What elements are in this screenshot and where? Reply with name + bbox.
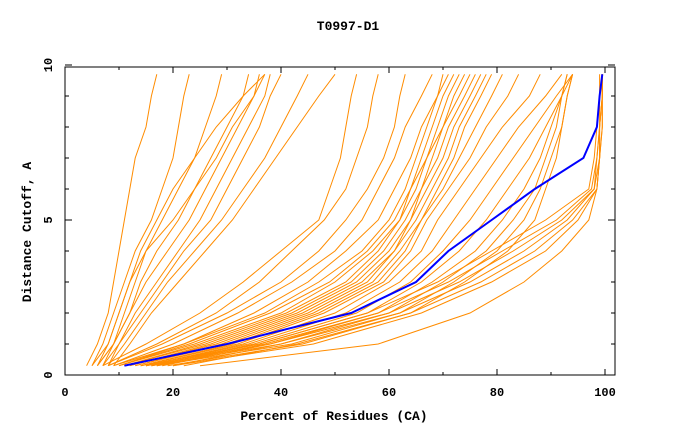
model-curve-21 — [124, 74, 471, 367]
model-curve-37 — [145, 74, 603, 367]
model-curve-14 — [108, 74, 406, 367]
model-curve-27 — [140, 74, 520, 367]
model-curve-9 — [113, 74, 336, 366]
model-curve-30 — [151, 74, 574, 367]
y-tick-label: 0 — [42, 371, 56, 378]
model-curve-20 — [124, 74, 466, 367]
x-tick-label: 40 — [274, 386, 288, 400]
model-curve-42 — [199, 74, 603, 367]
model-curve-1 — [86, 74, 158, 366]
model-curve-22 — [129, 74, 476, 367]
model-curve-12 — [102, 74, 358, 367]
series-lines — [86, 73, 604, 367]
model-curve-8 — [107, 74, 309, 366]
x-tick-label: 0 — [61, 386, 68, 400]
x-tick-label: 100 — [594, 386, 616, 400]
model-curve-15 — [113, 74, 433, 367]
x-tick-label: 80 — [490, 386, 504, 400]
model-curve-23 — [129, 74, 482, 367]
model-curve-10 — [96, 74, 266, 366]
x-axis-label: Percent of Residues (CA) — [240, 409, 427, 424]
y-tick-label: 5 — [42, 216, 56, 223]
model-curve-6 — [102, 74, 271, 366]
tick-labels: 0 20 40 60 80 100 0 5 10 — [42, 58, 616, 400]
model-curve-28 — [145, 74, 541, 367]
highlight-curve — [124, 74, 604, 367]
model-curve-18 — [118, 74, 455, 367]
model-curve-11 — [91, 73, 266, 366]
model-curve-16 — [113, 74, 444, 367]
model-curve-26 — [140, 74, 503, 367]
y-axis-label: Distance Cutoff, A — [20, 162, 35, 303]
model-curve-24 — [135, 74, 487, 367]
model-curve-5 — [102, 74, 260, 366]
x-tick-label: 60 — [382, 386, 396, 400]
model-curve-33 — [162, 74, 568, 367]
model-curve-13 — [107, 74, 379, 367]
model-curve-40 — [167, 74, 603, 367]
model-curve-2 — [91, 74, 190, 366]
model-curve-17 — [118, 74, 449, 367]
x-tick-label: 20 — [166, 386, 180, 400]
model-curve-41 — [172, 74, 603, 367]
chart-title: T0997-D1 — [317, 19, 380, 34]
y-tick-label: 10 — [42, 58, 56, 72]
axis-ticks — [64, 64, 615, 376]
plot-frame — [64, 66, 616, 376]
model-curve-7 — [107, 74, 282, 366]
